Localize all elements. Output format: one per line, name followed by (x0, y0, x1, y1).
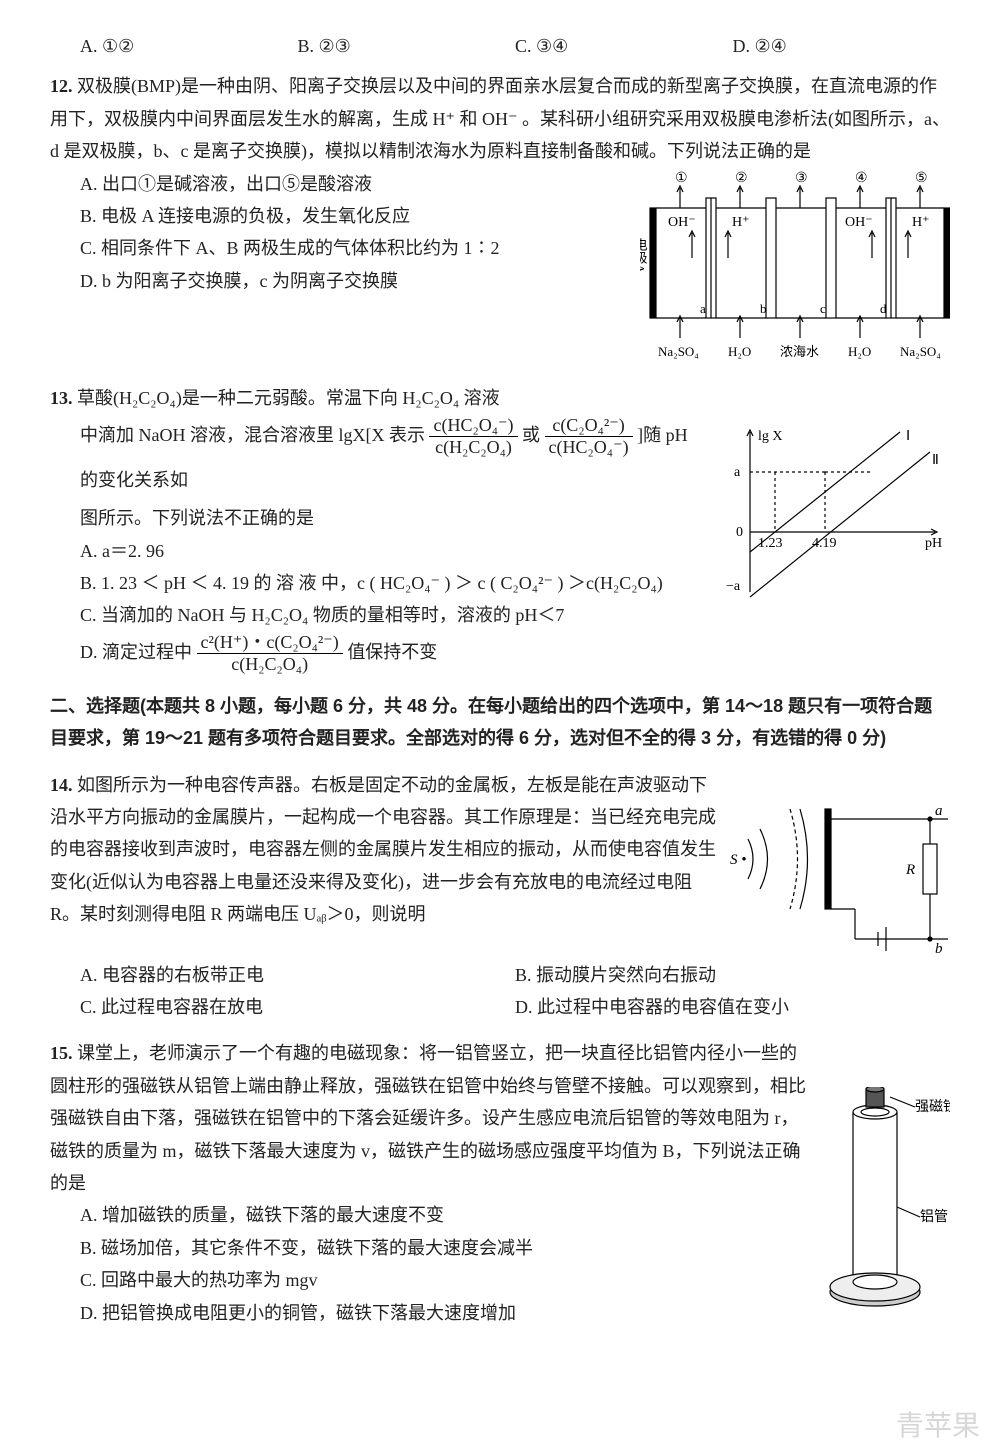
svg-text:4.19: 4.19 (812, 536, 837, 551)
q12-number: 12. (50, 76, 73, 96)
svg-text:Na₂SO₄: Na₂SO₄ (900, 344, 941, 359)
q14-figure: S • R a b (730, 789, 950, 959)
svg-text:H₂O: H₂O (848, 344, 871, 359)
question-15: 强磁铁 铝管 15. 课堂上，老师演示了一个有趣的电磁现象：将一铝管竖立，把一块… (50, 1037, 950, 1329)
svg-text:1.23: 1.23 (758, 536, 783, 551)
q13-number: 13. (50, 388, 73, 408)
q14-opt-b: B. 振动膜片突然向右振动 (515, 959, 950, 991)
svg-text:②: ② (735, 171, 748, 186)
q13-opt-d: D. 滴定过程中 c²(H⁺)・c(C₂O₄²⁻) c(H₂C₂O₄) 值保持不… (80, 632, 950, 676)
question-14: S • R a b 14. 如图所示为一种电容传声器。右板是固定不动的金属板，左… (50, 769, 950, 1024)
svg-text:H⁺: H⁺ (912, 215, 930, 230)
q14-opt-d: D. 此过程中电容器的电容值在变小 (515, 991, 950, 1023)
q13-stem-1: 草酸(H₂C₂O₄)是一种二元弱酸。常温下向 H₂C₂O₄ 溶液 (77, 388, 500, 408)
svg-text:电极B: 电极B (947, 228, 951, 263)
svg-text:H⁺: H⁺ (732, 215, 750, 230)
svg-text:S •: S • (730, 852, 747, 868)
svg-text:b: b (935, 941, 943, 957)
svg-text:强磁铁: 强磁铁 (915, 1099, 950, 1115)
svg-text:0: 0 (736, 525, 743, 540)
q14-opt-c: C. 此过程电容器在放电 (80, 991, 515, 1023)
svg-text:④: ④ (855, 171, 868, 186)
svg-text:电极A: 电极A (640, 238, 648, 274)
svg-text:a: a (700, 301, 706, 316)
q11-options: A. ①② B. ②③ C. ③④ D. ②④ (80, 30, 950, 62)
svg-text:OH⁻: OH⁻ (668, 215, 696, 230)
q14-number: 14. (50, 775, 73, 795)
svg-text:a: a (734, 465, 741, 480)
q15-stem: 课堂上，老师演示了一个有趣的电磁现象：将一铝管竖立，把一块直径比铝管内径小一些的… (50, 1043, 806, 1193)
svg-text:①: ① (675, 171, 688, 186)
svg-text:铝管: 铝管 (920, 1209, 948, 1225)
svg-text:Na₂SO₄: Na₂SO₄ (658, 344, 699, 359)
svg-text:Ⅱ: Ⅱ (932, 453, 939, 468)
svg-text:a: a (935, 803, 943, 819)
q13-figure: lg X pH Ⅰ Ⅱ a 0 −a 1.23 4.19 (720, 422, 950, 612)
svg-text:H₂O: H₂O (728, 344, 751, 359)
svg-text:⑤: ⑤ (915, 171, 928, 186)
q12-stem: 双极膜(BMP)是一种由阴、阳离子交换层以及中间的界面亲水层复合而成的新型离子交… (50, 76, 950, 161)
svg-text:c: c (820, 301, 826, 316)
q14-opt-a: A. 电容器的右板带正电 (80, 959, 515, 991)
svg-text:R: R (905, 862, 915, 878)
q11-opt-c: C. ③④ (515, 30, 733, 62)
question-12: 12. 双极膜(BMP)是一种由阴、阳离子交换层以及中间的界面亲水层复合而成的新… (50, 70, 950, 367)
q15-number: 15. (50, 1043, 73, 1063)
svg-text:③: ③ (795, 171, 808, 186)
q14-stem: 如图所示为一种电容传声器。右板是固定不动的金属板，左板是能在声波驱动下沿水平方向… (50, 775, 716, 925)
q13-opt-b: B. 1. 23 ＜ pH ＜ 4. 19 的 溶 液 中，c ( HC₂O₄⁻… (80, 567, 700, 599)
q11-opt-a: A. ①② (80, 30, 298, 62)
svg-text:d: d (880, 301, 887, 316)
svg-text:−a: −a (726, 579, 741, 594)
watermark: 青苹果 (896, 1401, 980, 1451)
q11-opt-b: B. ②③ (298, 30, 516, 62)
svg-text:OH⁻: OH⁻ (845, 215, 873, 230)
q11-opt-d: D. ②④ (733, 30, 951, 62)
svg-text:b: b (760, 301, 767, 316)
section-2-header: 二、选择题(本题共 8 小题，每小题 6 分，共 48 分。在每小题给出的四个选… (50, 690, 950, 755)
svg-text:lg X: lg X (758, 429, 783, 444)
q12-figure: ① ② ③ ④ ⑤ OH⁻ H⁺ OH⁻ H⁺ (640, 168, 950, 368)
svg-text:pH: pH (925, 536, 942, 551)
svg-text:浓海水: 浓海水 (780, 344, 819, 359)
question-13: 13. 草酸(H₂C₂O₄)是一种二元弱酸。常温下向 H₂C₂O₄ 溶液 (50, 382, 950, 676)
q15-figure: 强磁铁 铝管 (820, 1087, 950, 1327)
svg-text:Ⅰ: Ⅰ (906, 429, 910, 444)
